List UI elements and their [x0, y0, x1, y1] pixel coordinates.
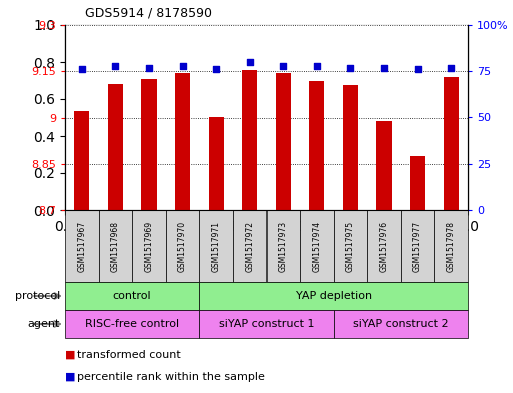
Bar	[200, 210, 233, 282]
Text: GSM1517967: GSM1517967	[77, 220, 86, 272]
Bar	[175, 73, 190, 210]
Bar	[367, 210, 401, 282]
Bar	[309, 81, 324, 210]
Text: GSM1517978: GSM1517978	[447, 220, 456, 272]
Text: GSM1517968: GSM1517968	[111, 220, 120, 272]
Bar	[377, 121, 391, 210]
Point	[380, 64, 388, 71]
Text: GSM1517975: GSM1517975	[346, 220, 355, 272]
Bar	[435, 210, 468, 282]
Text: GSM1517969: GSM1517969	[145, 220, 153, 272]
Point	[212, 66, 220, 73]
Point	[179, 62, 187, 69]
Text: ■: ■	[65, 372, 75, 382]
Point	[413, 66, 422, 73]
Bar	[132, 210, 166, 282]
Point	[145, 64, 153, 71]
Bar	[333, 210, 367, 282]
Text: siYAP construct 2: siYAP construct 2	[353, 319, 449, 329]
Bar	[108, 84, 123, 210]
Point	[313, 62, 321, 69]
Bar	[65, 210, 98, 282]
Bar	[275, 73, 291, 210]
Text: GSM1517973: GSM1517973	[279, 220, 288, 272]
Text: YAP depletion: YAP depletion	[295, 291, 372, 301]
Text: RISC-free control: RISC-free control	[85, 319, 179, 329]
Bar	[200, 282, 468, 310]
Bar	[209, 118, 224, 210]
Bar	[343, 85, 358, 210]
Point	[279, 62, 287, 69]
Text: control: control	[113, 291, 151, 301]
Bar	[233, 210, 266, 282]
Bar	[266, 210, 300, 282]
Bar	[300, 210, 333, 282]
Bar	[98, 210, 132, 282]
Bar	[401, 210, 435, 282]
Text: percentile rank within the sample: percentile rank within the sample	[77, 372, 265, 382]
Text: GSM1517977: GSM1517977	[413, 220, 422, 272]
Text: agent: agent	[28, 319, 60, 329]
Text: siYAP construct 1: siYAP construct 1	[219, 319, 314, 329]
Point	[246, 59, 254, 65]
Bar	[200, 310, 333, 338]
Text: GSM1517971: GSM1517971	[212, 220, 221, 272]
Bar	[333, 310, 468, 338]
Text: GDS5914 / 8178590: GDS5914 / 8178590	[85, 7, 212, 20]
Bar	[142, 79, 156, 210]
Text: transformed count: transformed count	[77, 350, 181, 360]
Text: GSM1517976: GSM1517976	[380, 220, 388, 272]
Bar	[74, 111, 89, 210]
Bar	[242, 70, 257, 210]
Point	[111, 62, 120, 69]
Text: GSM1517970: GSM1517970	[178, 220, 187, 272]
Text: ■: ■	[65, 350, 75, 360]
Bar	[65, 310, 200, 338]
Point	[346, 64, 354, 71]
Point	[77, 66, 86, 73]
Bar	[166, 210, 200, 282]
Text: GSM1517974: GSM1517974	[312, 220, 321, 272]
Bar	[410, 156, 425, 210]
Bar	[65, 282, 200, 310]
Point	[447, 64, 456, 71]
Text: GSM1517972: GSM1517972	[245, 220, 254, 272]
Bar	[444, 77, 459, 210]
Text: protocol: protocol	[15, 291, 60, 301]
